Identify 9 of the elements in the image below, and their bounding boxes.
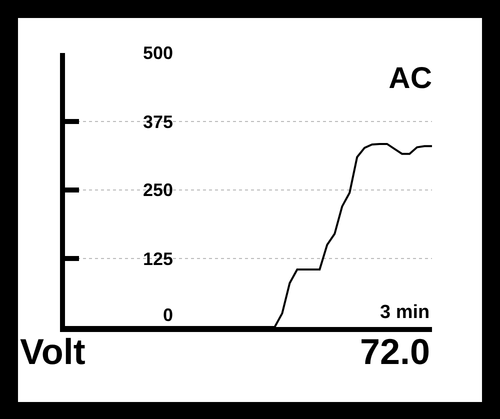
y-tick-label: 375 xyxy=(143,112,174,132)
chart-title: AC xyxy=(388,62,432,96)
y-tick-label: 0 xyxy=(163,305,174,325)
x-axis-title: 3 min xyxy=(380,302,430,323)
text: 72.0 xyxy=(360,331,430,372)
y-axis-title: Volt xyxy=(20,331,86,372)
y-tick-label: 125 xyxy=(143,249,174,269)
y-tick-label: 250 xyxy=(143,180,174,200)
y-tick-label: 500 xyxy=(143,43,174,63)
